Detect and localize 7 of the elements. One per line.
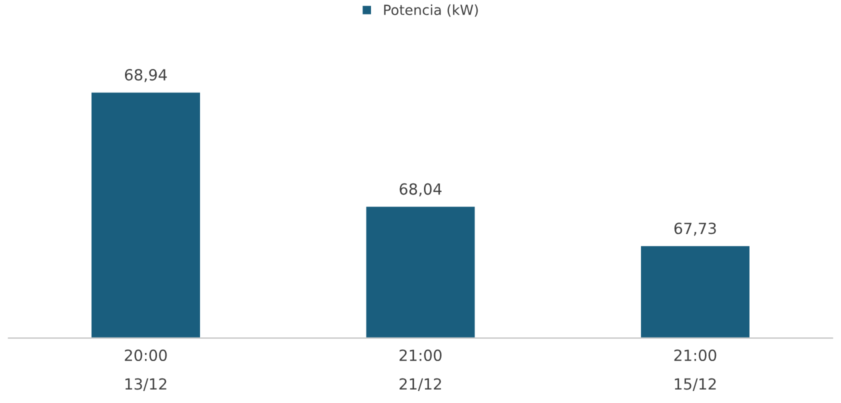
x-tick-label: 21:00 15/12 bbox=[674, 350, 716, 391]
data-label: 67,73 bbox=[674, 222, 716, 236]
legend-label: Potencia (kW) bbox=[384, 4, 478, 17]
x-tick-label: 21:00 21/12 bbox=[400, 350, 442, 391]
data-label: 68,94 bbox=[124, 69, 167, 82]
x-tick-label: 20:00 13/12 bbox=[124, 350, 167, 391]
data-label: 68,04 bbox=[400, 183, 442, 196]
